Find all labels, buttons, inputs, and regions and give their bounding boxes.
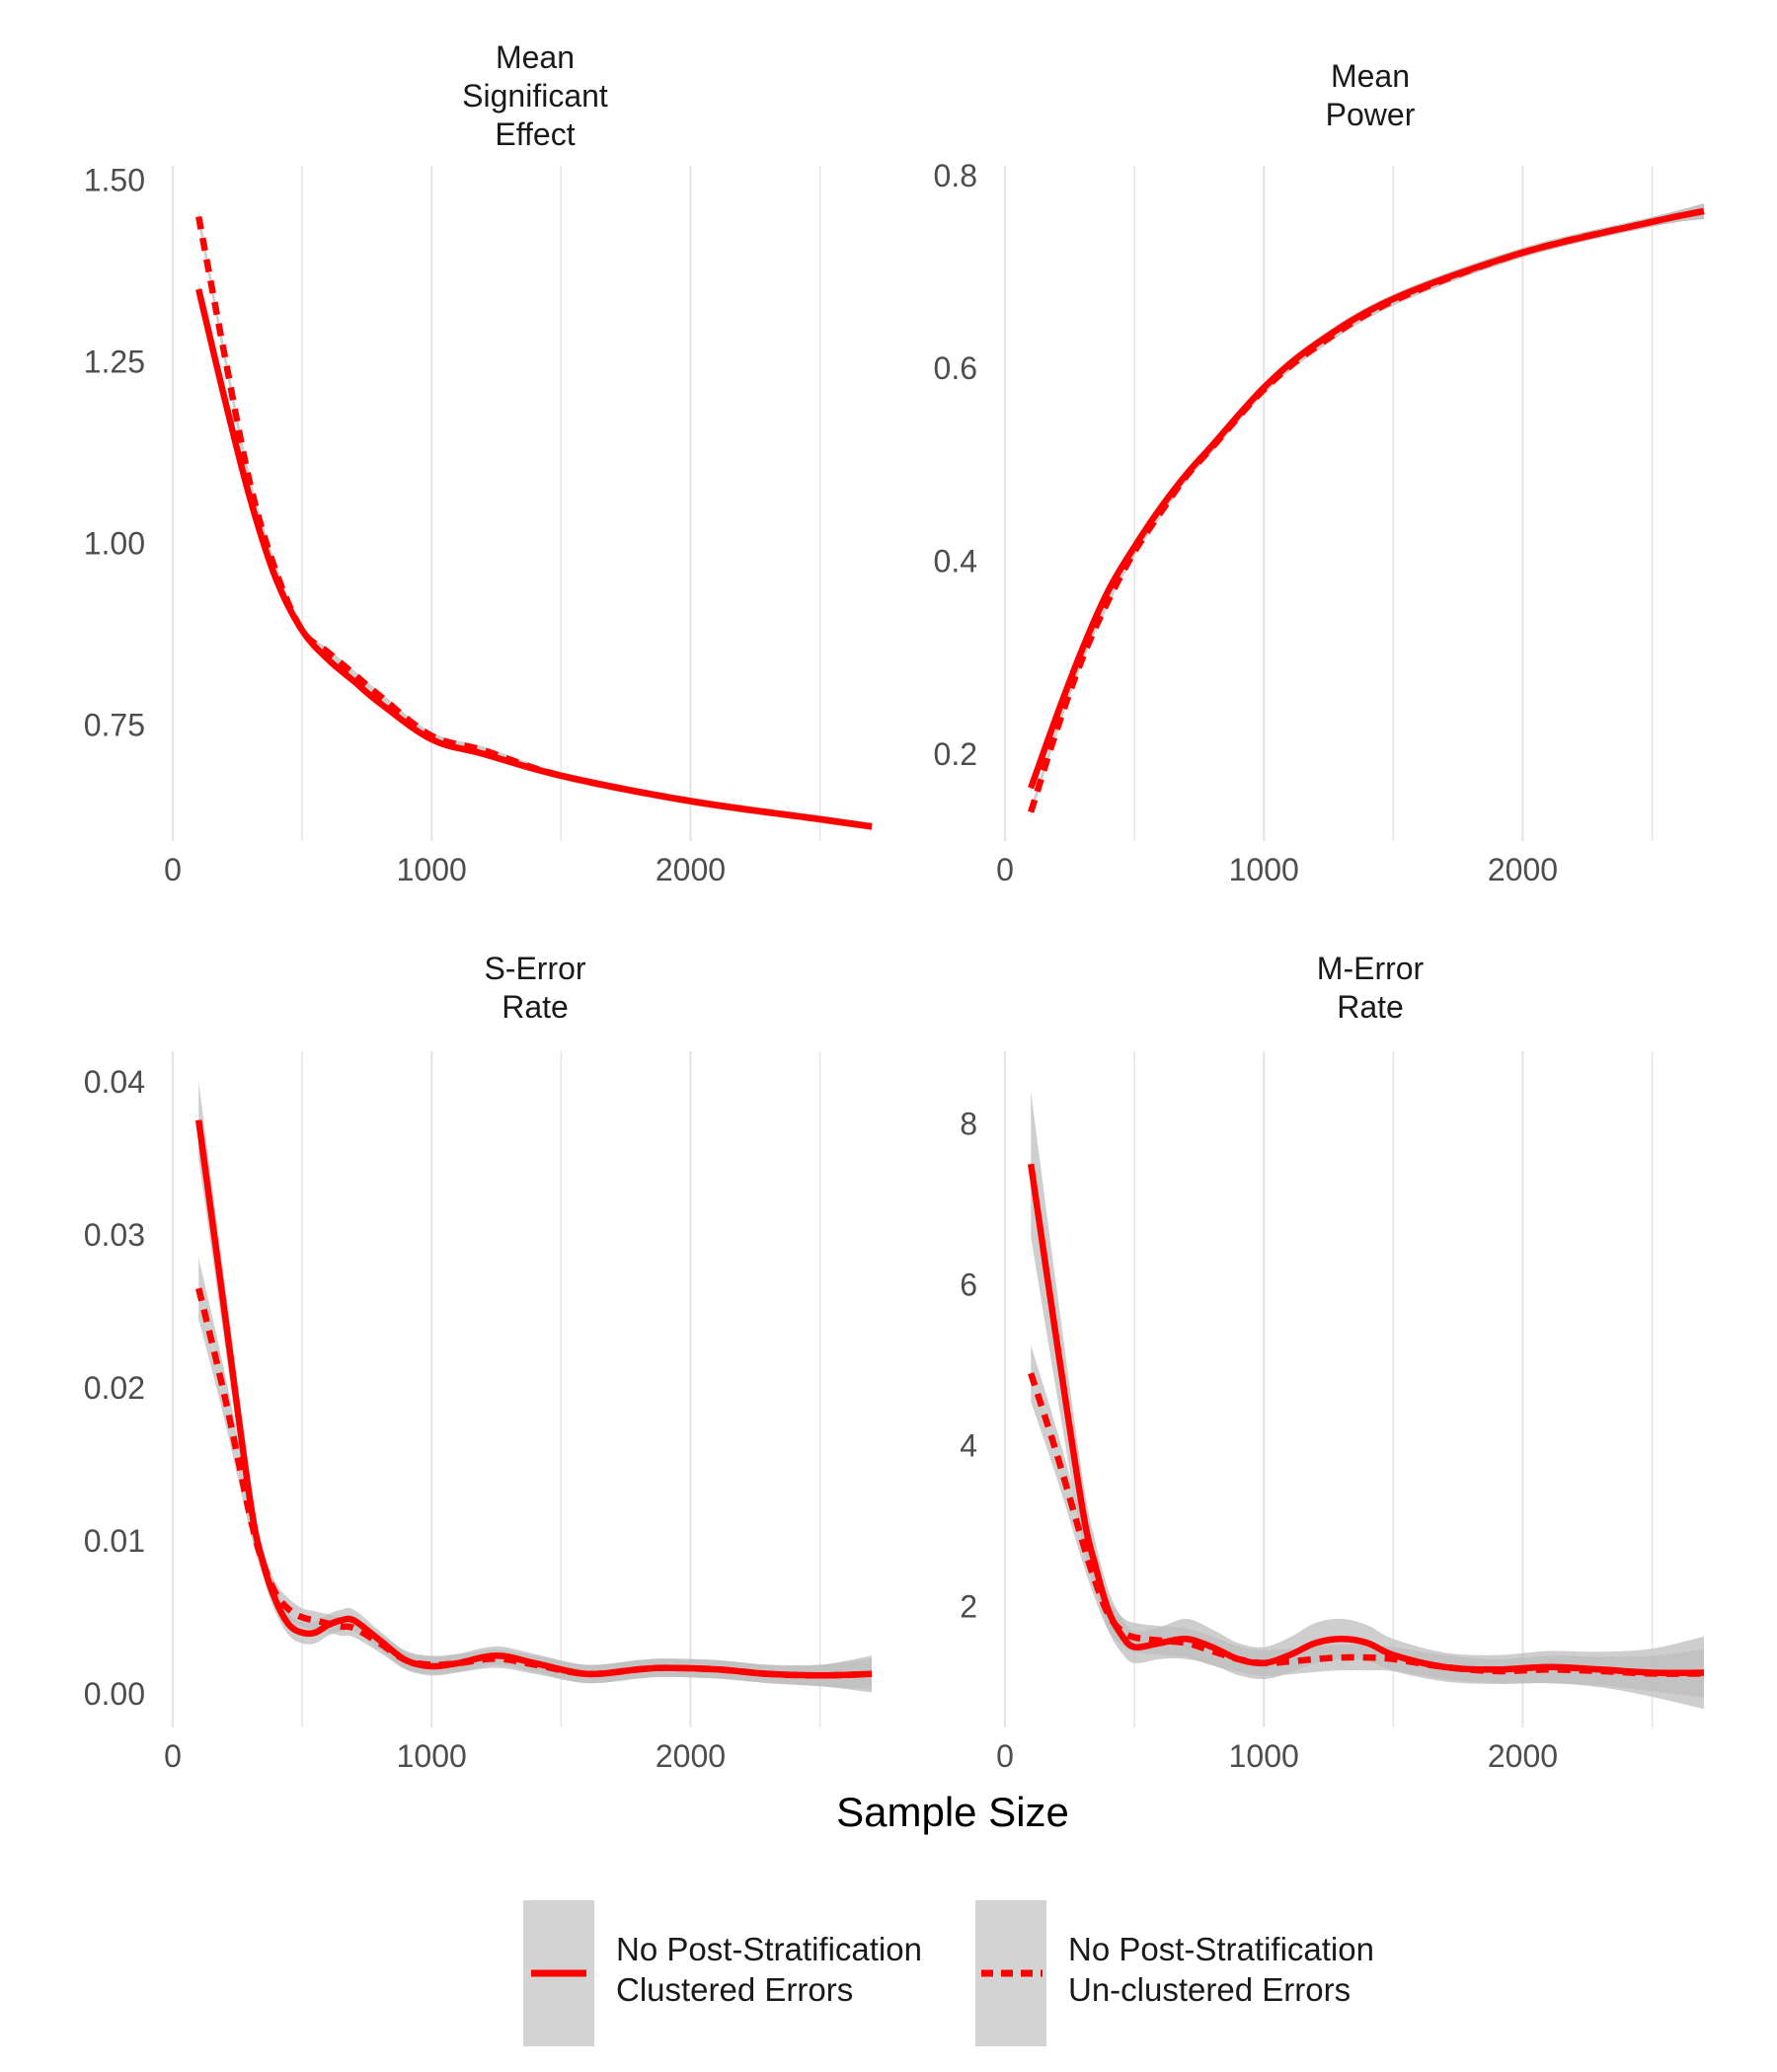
panel-mean-significant-effect: Mean Significant Effect 0 1000 2000 0.75 1.0… xyxy=(84,39,873,887)
panel-title-line: Effect xyxy=(495,116,575,152)
x-tick-label: 2000 xyxy=(656,852,726,887)
y-tick-label: 0.02 xyxy=(84,1370,145,1406)
gridlines xyxy=(171,166,821,841)
x-axis-title: Sample Size xyxy=(836,1789,1069,1835)
series-line-unclustered xyxy=(195,215,873,830)
panel-m-error-rate: M-Error Rate 0 1000 2000 2 4 6 8 xyxy=(960,951,1705,1774)
y-tick-label: 1.25 xyxy=(84,345,145,380)
legend-entry-clustered: No Post-Stratification Clustered Errors xyxy=(523,1900,922,2046)
x-tick-label: 2000 xyxy=(1488,1738,1558,1774)
x-tick-label: 1000 xyxy=(1229,852,1299,887)
panel-s-error-rate: S-Error Rate 0 1000 2000 0.00 0.01 0.02 0.03 0.… xyxy=(84,951,873,1774)
gridlines xyxy=(1003,166,1654,841)
legend-label: Un-clustered Errors xyxy=(1068,1971,1351,2008)
confidence-ribbon-unclustered xyxy=(1031,1344,1704,1698)
legend-label: No Post-Stratification xyxy=(1068,1931,1374,1967)
y-tick-label: 0.00 xyxy=(84,1676,145,1712)
y-tick-label: 2 xyxy=(960,1589,977,1625)
legend-entry-unclustered: No Post-Stratification Un-clustered Erro… xyxy=(975,1900,1374,2046)
x-tick-label: 2000 xyxy=(1488,852,1558,887)
legend: No Post-Stratification Clustered Errors … xyxy=(523,1900,1374,2046)
series-line-unclustered xyxy=(1028,207,1705,813)
panel-title-line: Rate xyxy=(502,989,569,1025)
series-line-unclustered xyxy=(1028,1372,1705,1677)
x-tick-label: 0 xyxy=(164,852,182,887)
x-tick-label: 0 xyxy=(996,1738,1014,1774)
gridlines xyxy=(1003,1051,1654,1727)
y-tick-label: 0.8 xyxy=(934,158,977,193)
y-tick-label: 1.50 xyxy=(84,163,145,198)
y-tick-label: 0.6 xyxy=(934,350,977,386)
x-tick-label: 1000 xyxy=(1229,1738,1299,1774)
x-tick-label: 2000 xyxy=(656,1738,726,1774)
panel-title-line: Mean xyxy=(1331,58,1410,94)
x-tick-label: 1000 xyxy=(397,1738,467,1774)
y-tick-label: 4 xyxy=(960,1428,977,1464)
series-line-clustered xyxy=(195,288,873,830)
x-tick-label: 0 xyxy=(996,852,1014,887)
panel-title-line: Mean xyxy=(496,39,575,75)
panel-title-line: Significant xyxy=(462,78,608,114)
legend-label: Clustered Errors xyxy=(616,1971,853,2008)
y-tick-label: 0.01 xyxy=(84,1523,145,1559)
y-tick-label: 1.00 xyxy=(84,525,145,561)
y-tick-label: 6 xyxy=(960,1266,977,1302)
y-tick-label: 0.4 xyxy=(934,544,977,579)
series-line-unclustered xyxy=(195,1287,873,1679)
y-tick-label: 0.03 xyxy=(84,1217,145,1253)
panel-title-line: Rate xyxy=(1337,989,1404,1025)
y-tick-label: 0.2 xyxy=(934,736,977,772)
x-tick-label: 1000 xyxy=(397,852,467,887)
panel-title-line: S-Error xyxy=(484,951,585,986)
panel-title-line: Power xyxy=(1326,97,1416,132)
panel-title-line: M-Error xyxy=(1317,951,1425,986)
y-tick-label: 0.04 xyxy=(84,1064,145,1100)
panel-mean-power: Mean Power 0 1000 2000 0.2 0.4 0.6 0.8 xyxy=(934,58,1705,887)
x-tick-label: 0 xyxy=(164,1738,182,1774)
y-tick-label: 8 xyxy=(960,1106,977,1141)
y-tick-label: 0.75 xyxy=(84,707,145,742)
legend-label: No Post-Stratification xyxy=(616,1931,922,1967)
